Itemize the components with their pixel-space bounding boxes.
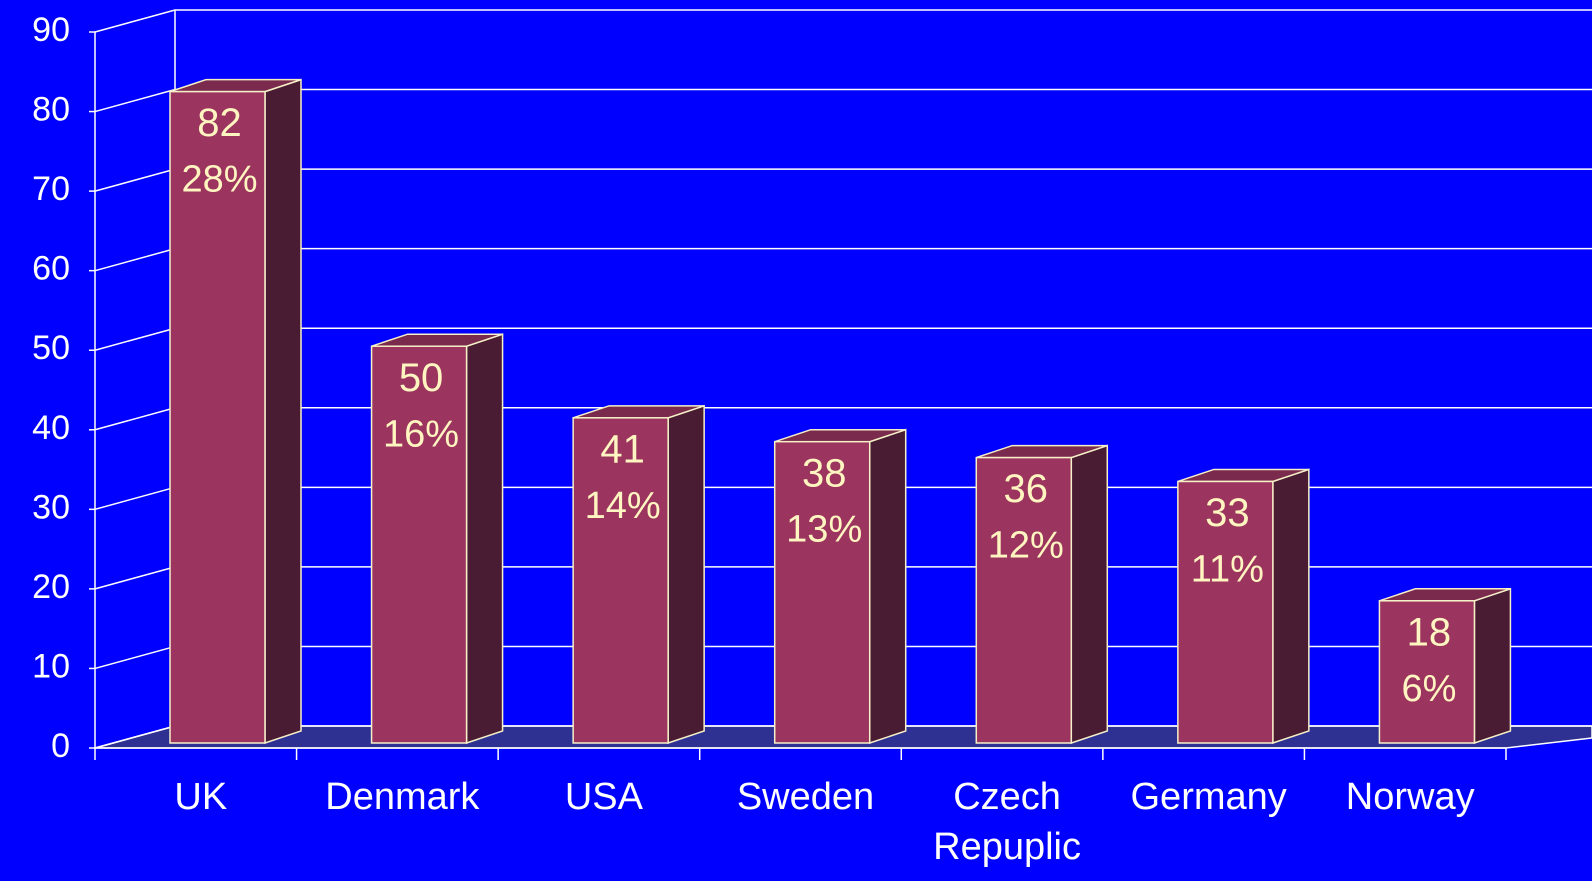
share-label: 16%	[383, 413, 459, 455]
bar-side	[1070, 444, 1109, 745]
x-tick-label: Sweden	[736, 776, 875, 818]
grid-line	[94, 327, 1592, 351]
value-label: 33	[1205, 491, 1250, 535]
y-tick-label: 90	[32, 11, 70, 49]
value-label: 38	[802, 451, 847, 495]
value-label: 36	[1004, 467, 1049, 511]
y-tick-label: 70	[32, 170, 70, 208]
bar-side	[1272, 468, 1310, 745]
bar	[975, 456, 1073, 744]
grid-line	[94, 9, 1592, 33]
x-tick-label: Denmark	[325, 776, 480, 818]
bar	[1378, 600, 1476, 744]
y-tick-label: 50	[32, 329, 70, 367]
x-tick-label: Norway	[1345, 776, 1475, 818]
bar	[1177, 480, 1274, 744]
share-label: 12%	[988, 525, 1064, 567]
bar	[773, 440, 871, 744]
share-label: 13%	[786, 509, 862, 551]
x-tick-label: Czech Repuplic	[933, 776, 1081, 868]
y-tick-label: 40	[32, 409, 70, 447]
y-tick-label: 60	[32, 250, 70, 288]
grid-line	[94, 407, 1592, 431]
value-label: 41	[600, 427, 645, 471]
bar-side	[868, 428, 907, 745]
bar-side	[264, 78, 302, 745]
x-tick-label: UK	[174, 776, 228, 818]
grid-line	[94, 168, 1592, 192]
value-label: 50	[399, 356, 444, 400]
share-label: 11%	[1191, 548, 1264, 590]
bar-side	[465, 333, 504, 745]
bar-side	[1473, 587, 1512, 745]
bar	[572, 417, 669, 744]
bar	[169, 90, 266, 744]
bar-side	[667, 404, 705, 745]
value-label: 82	[197, 101, 242, 145]
value-label: 18	[1407, 610, 1452, 654]
grid-line	[94, 247, 1592, 272]
grid-line	[94, 88, 1592, 113]
share-label: 14%	[585, 485, 661, 527]
y-tick-label: 0	[51, 727, 70, 765]
x-tick-label: Germany	[1130, 776, 1287, 818]
y-tick-label: 30	[32, 488, 70, 526]
bar	[370, 345, 468, 744]
share-label: 6%	[1401, 668, 1456, 710]
y-tick-label: 20	[32, 568, 70, 606]
y-tick-label: 10	[32, 647, 70, 685]
y-tick-label: 80	[32, 91, 70, 129]
share-label: 28%	[181, 159, 257, 201]
x-tick-label: USA	[564, 776, 643, 818]
